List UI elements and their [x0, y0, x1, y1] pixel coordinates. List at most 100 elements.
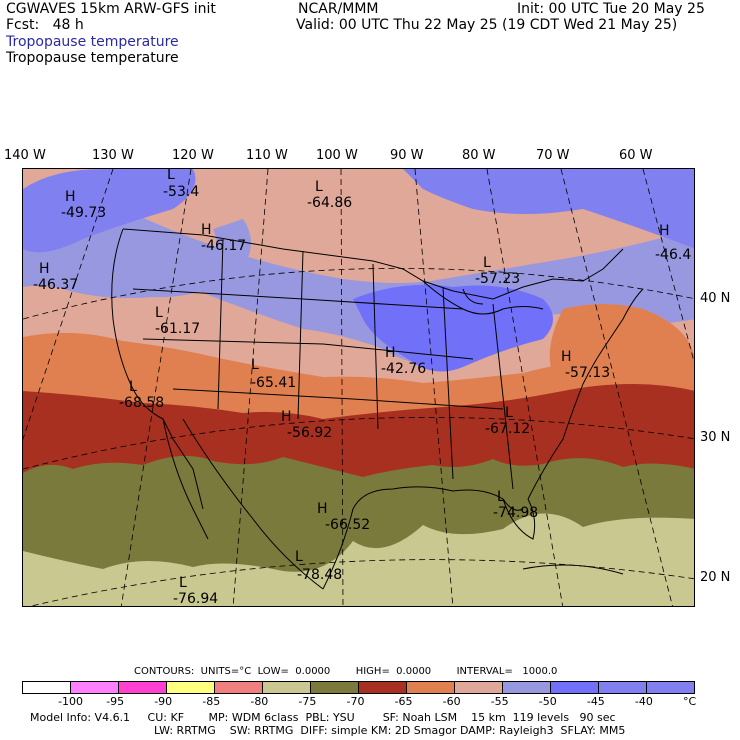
init-time: Init: 00 UTC Tue 20 May 25	[517, 1, 705, 17]
us-canada-border	[122, 228, 624, 300]
legend-swatch	[23, 682, 71, 693]
hl-value: -68.58	[119, 395, 164, 411]
hl-value: -57.13	[565, 365, 610, 381]
lon-label-130w: 130 W	[92, 148, 134, 163]
contours-info: CONTOURS: UNITS=°C LOW= 0.0000 HIGH= 0.0…	[134, 666, 558, 677]
legend-tick-label: -80	[250, 695, 269, 708]
hl-value: -65.41	[251, 375, 296, 391]
graticule-lon-130w	[23, 169, 114, 441]
graticule-lon-60w	[642, 169, 694, 364]
legend-tick-label: -75	[298, 695, 317, 708]
valid-time: Valid: 00 UTC Thu 22 May 25 (19 CDT Wed …	[296, 17, 678, 33]
legend-tick-label: -40	[634, 695, 653, 708]
hl-letter: L	[167, 169, 175, 183]
legend-tick-label: -60	[442, 695, 461, 708]
state-lines	[132, 238, 514, 490]
legend-swatch	[359, 682, 407, 693]
east-coast	[527, 288, 644, 500]
graticule-lat-30n	[23, 417, 694, 470]
lat-label-40n: 40 N	[700, 291, 731, 306]
graticule-lon-80w	[486, 169, 564, 606]
lat-label-20n: 20 N	[700, 570, 731, 585]
hl-value: -49.73	[61, 205, 106, 221]
legend-tick-label: -85	[202, 695, 221, 708]
hl-letter: L	[315, 179, 323, 195]
legend-swatch	[503, 682, 551, 693]
graticule-lon-90w	[414, 169, 454, 606]
baja-peninsula	[162, 418, 209, 540]
graticule-lat-40n	[23, 267, 694, 320]
hl-letter: H	[201, 222, 212, 238]
hl-letter: L	[129, 379, 137, 395]
forecast-hour: Fcst: 48 h	[6, 17, 84, 33]
hl-value: -67.12	[485, 421, 530, 437]
hl-value: -57.23	[475, 271, 520, 287]
band-blue-central	[353, 284, 553, 372]
legend-swatch	[647, 682, 694, 693]
organization: NCAR/MMM	[298, 1, 379, 17]
hl-letter: L	[251, 357, 259, 373]
legend-swatch	[167, 682, 215, 693]
lon-label-100w: 100 W	[316, 148, 358, 163]
legend-tick-label: -65	[394, 695, 413, 708]
legend-swatch	[599, 682, 647, 693]
legend-swatch	[311, 682, 359, 693]
band-orange-se	[549, 304, 694, 377]
hl-letter: H	[659, 223, 670, 239]
footer-model-info: Model Info: V4.6.1 CU: KF MP: WDM 6class…	[30, 711, 616, 724]
pressure-centers: H -49.73 L -53.4 H -46.17 L -64.86 H -46…	[33, 169, 691, 607]
hl-letter: H	[39, 261, 50, 277]
west-coast	[111, 228, 204, 510]
hl-letter: H	[65, 189, 76, 205]
lon-label-140w: 140 W	[4, 148, 46, 163]
hl-value: -53.4	[163, 184, 199, 200]
footer-physics: LW: RRTMG SW: RRTMG DIFF: simple KM: 2D …	[154, 724, 626, 737]
hl-value: -46.37	[33, 277, 78, 293]
hl-value: -42.76	[381, 361, 426, 377]
legend-tick-label: -55	[490, 695, 509, 708]
band-pink-nw	[193, 169, 403, 221]
hl-value: -76.94	[173, 591, 218, 607]
legend-swatch	[455, 682, 503, 693]
hl-value: -64.86	[307, 195, 352, 211]
lon-label-110w: 110 W	[246, 148, 288, 163]
graticule-lon-70w	[560, 169, 673, 606]
hl-value: -46.4	[655, 247, 691, 263]
hl-letter: L	[179, 575, 187, 591]
legend-swatch	[119, 682, 167, 693]
band-lavender-nw	[23, 219, 251, 298]
model-title: CGWAVES 15km ARW-GFS init	[6, 1, 216, 17]
field-title: Tropopause temperature	[6, 50, 179, 66]
graticule	[23, 169, 694, 606]
legend-swatch	[407, 682, 455, 693]
band-blue-west	[23, 169, 196, 253]
tropopause-temperature-map: H -49.73 L -53.4 H -46.17 L -64.86 H -46…	[23, 169, 694, 607]
boundaries	[111, 228, 644, 590]
band-blue-north	[403, 169, 694, 249]
legend-tick-label: °C	[683, 695, 697, 708]
hl-letter: H	[317, 501, 328, 517]
legend-tick-label: -95	[106, 695, 125, 708]
florida	[502, 498, 536, 540]
legend-tick-label: -100	[58, 695, 84, 708]
hl-value: -78.48	[297, 567, 342, 583]
field-title-blue: Tropopause temperature	[6, 34, 179, 50]
hl-letter: L	[505, 405, 513, 421]
cuba	[522, 564, 624, 575]
great-lakes	[422, 280, 544, 315]
color-legend	[22, 681, 695, 694]
hl-value: -74.98	[493, 505, 538, 521]
lon-label-80w: 80 W	[462, 148, 496, 163]
legend-swatch	[215, 682, 263, 693]
legend-tick-label: -90	[154, 695, 173, 708]
hl-value: -56.92	[287, 425, 332, 441]
hl-value: -66.52	[325, 517, 370, 533]
lon-label-70w: 70 W	[536, 148, 570, 163]
legend-swatch	[71, 682, 119, 693]
lon-label-120w: 120 W	[172, 148, 214, 163]
graticule-lon-100w	[340, 169, 344, 606]
hl-letter: L	[497, 489, 505, 505]
hl-letter: L	[295, 549, 303, 565]
legend-swatch	[551, 682, 599, 693]
legend-swatch	[263, 682, 311, 693]
